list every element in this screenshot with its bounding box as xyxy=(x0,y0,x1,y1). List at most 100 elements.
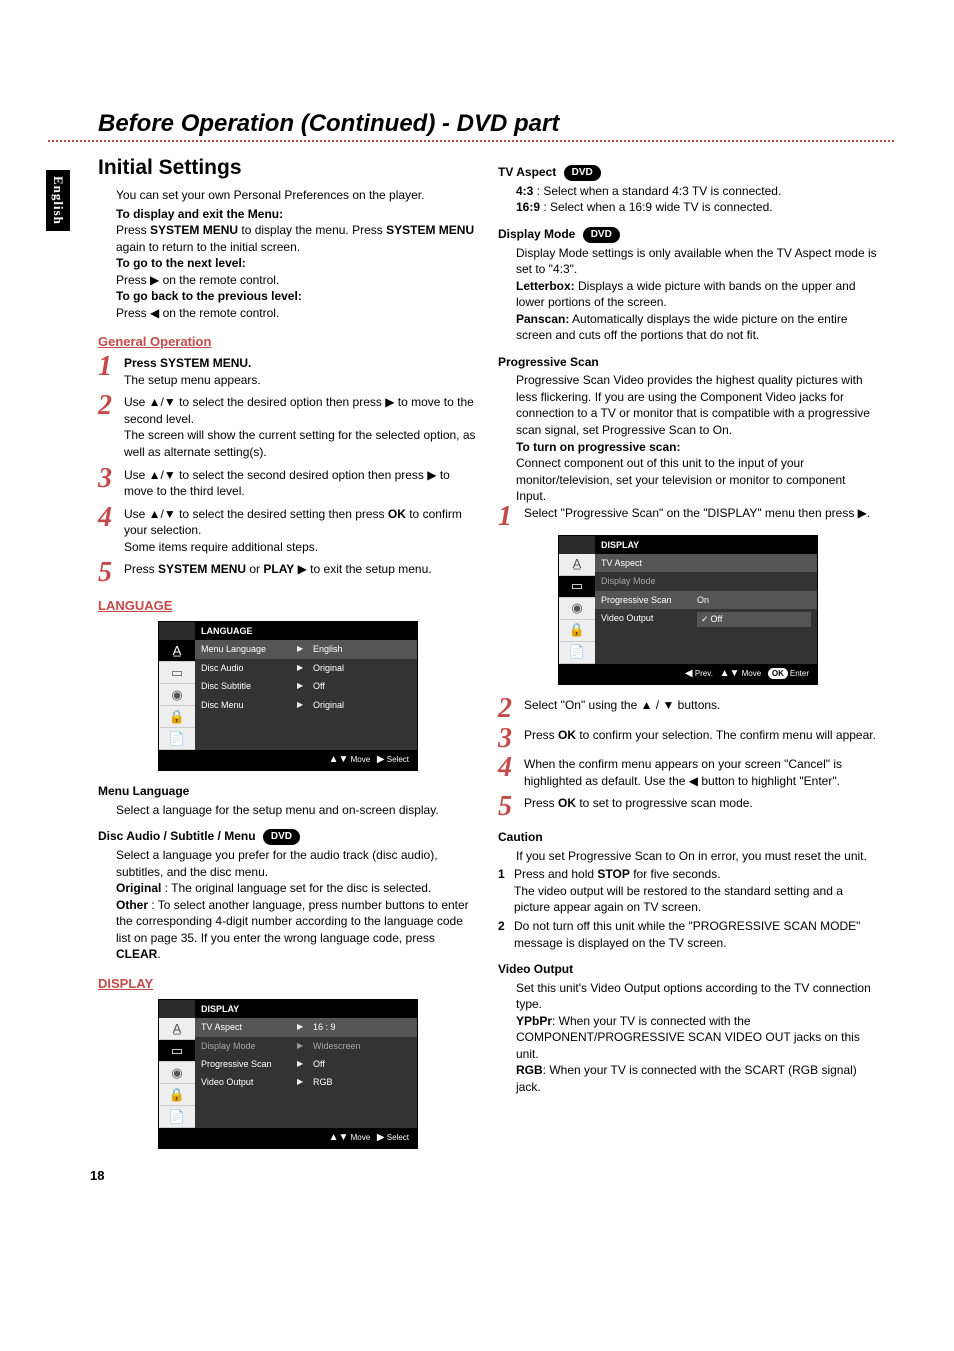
video-output-heading: Video Output xyxy=(498,961,878,978)
step-number-icon: 5 xyxy=(98,561,118,585)
menu-rows: Menu Language▶English Disc Audio▶Origina… xyxy=(195,640,417,750)
caution-heading: Caution xyxy=(498,829,878,846)
language-heading: LANGUAGE xyxy=(98,597,478,615)
step-3: 3 Use ▲/▼ to select the second desired o… xyxy=(98,467,478,500)
other-category-icon: 📄 xyxy=(159,728,195,750)
dvd-badge-icon: DVD xyxy=(263,829,300,845)
step2a: Use ▲/▼ to select the desired option the… xyxy=(124,395,474,426)
step-number-icon: 4 xyxy=(498,756,518,789)
step-number-icon: 1 xyxy=(98,355,118,388)
intro-text: You can set your own Personal Preference… xyxy=(116,187,478,204)
video-output-intro: Set this unit's Video Output options acc… xyxy=(516,980,878,1013)
display-exit-line: Press SYSTEM MENU to display the menu. P… xyxy=(116,222,478,255)
language-menu-screenshot: LANGUAGE A̲ ▭ ◉ 🔒 📄 Menu Language▶Englis… xyxy=(158,621,418,771)
step-number-icon: 1 xyxy=(498,505,518,529)
step-number-icon: 3 xyxy=(98,467,118,500)
pstep-5: 5 Press OK to set to progressive scan mo… xyxy=(498,795,878,819)
tv-aspect-heading: TV Aspect DVD xyxy=(498,164,878,181)
language-category-icon: A̲ xyxy=(159,640,195,662)
dotted-rule xyxy=(48,140,894,142)
lock-category-icon: 🔒 xyxy=(559,620,595,642)
dvd-badge-icon: DVD xyxy=(583,227,620,243)
page-title: Before Operation (Continued) - DVD part xyxy=(48,110,894,138)
display-category-icon: ▭ xyxy=(159,662,195,684)
letterbox-line: Letterbox: Displays a wide picture with … xyxy=(516,278,878,311)
menu-category-icons: A̲ ▭ ◉ 🔒 📄 xyxy=(559,554,595,664)
menu-category-icons: A̲ ▭ ◉ 🔒 📄 xyxy=(159,1018,195,1128)
display-mode-body: Display Mode settings is only available … xyxy=(516,245,878,278)
step-number-icon: 3 xyxy=(498,727,518,751)
menu-footer: ▲▼ Move ▶ Select xyxy=(159,1128,417,1148)
menu-footer: ◀ Prev. ▲▼ Move OKEnter xyxy=(559,664,817,684)
language-category-icon: A̲ xyxy=(159,1018,195,1040)
step-5: 5 Press SYSTEM MENU or PLAY ▶ to exit th… xyxy=(98,561,478,585)
panscan-line: Panscan: Automatically displays the wide… xyxy=(516,311,878,344)
tv-aspect-43: 4:3 : Select when a standard 4:3 TV is c… xyxy=(516,183,878,200)
step-number-icon: 4 xyxy=(98,506,118,556)
turn-on-body: Connect component out of this unit to th… xyxy=(516,455,878,505)
other-category-icon: 📄 xyxy=(159,1106,195,1128)
tv-aspect-169: 16:9 : Select when a 16:9 wide TV is con… xyxy=(516,199,878,216)
initial-settings-heading: Initial Settings xyxy=(98,154,478,183)
progscan-intro: Progressive Scan Video provides the high… xyxy=(516,372,878,438)
menu-footer: ▲▼ Move ▶ Select xyxy=(159,750,417,770)
general-operation-heading: General Operation xyxy=(98,333,478,351)
next-level-head: To go to the next level: xyxy=(116,256,246,270)
other-line: Other : To select another language, pres… xyxy=(116,897,478,963)
step-4: 4 Use ▲/▼ to select the desired setting … xyxy=(98,506,478,556)
initial-intro-block: You can set your own Personal Preference… xyxy=(98,187,478,321)
content-columns: Initial Settings You can set your own Pe… xyxy=(48,154,894,1161)
other-category-icon: 📄 xyxy=(559,642,595,664)
display-category-icon: ▭ xyxy=(559,576,595,598)
dvd-badge-icon: DVD xyxy=(564,165,601,181)
display-category-icon: ▭ xyxy=(159,1040,195,1062)
left-column: Initial Settings You can set your own Pe… xyxy=(98,154,478,1161)
rgb-line: RGB: When your TV is connected with the … xyxy=(516,1062,878,1095)
display-mode-heading: Display Mode DVD xyxy=(498,226,878,243)
step-number-icon: 2 xyxy=(98,394,118,460)
display-heading: DISPLAY xyxy=(98,975,478,993)
menu-title: DISPLAY xyxy=(595,536,817,554)
lock-category-icon: 🔒 xyxy=(159,706,195,728)
step2b: The screen will show the current setting… xyxy=(124,428,476,459)
prev-level-head: To go back to the previous level: xyxy=(116,289,302,303)
display-menu-screenshot: DISPLAY A̲ ▭ ◉ 🔒 📄 TV Aspect▶16 : 9 Disp… xyxy=(158,999,418,1149)
lock-category-icon: 🔒 xyxy=(159,1084,195,1106)
ypbpr-line: YPbPr: When your TV is connected with th… xyxy=(516,1013,878,1063)
language-tab: English xyxy=(46,170,70,231)
menu-language-heading: Menu Language xyxy=(98,783,478,800)
step-number-icon: 5 xyxy=(498,795,518,819)
disc-asm-body: Select a language you prefer for the aud… xyxy=(116,847,478,880)
step1-body: The setup menu appears. xyxy=(124,373,261,387)
progressive-menu-screenshot: DISPLAY A̲ ▭ ◉ 🔒 📄 TV Aspect Display Mod… xyxy=(558,535,818,685)
audio-category-icon: ◉ xyxy=(559,598,595,620)
caution-step-2: 2 Do not turn off this unit while the "P… xyxy=(498,918,878,951)
step-1: 1 Press SYSTEM MENU. The setup menu appe… xyxy=(98,355,478,388)
caution-intro: If you set Progressive Scan to On in err… xyxy=(498,848,878,865)
pstep-3: 3 Press OK to confirm your selection. Th… xyxy=(498,727,878,751)
language-category-icon: A̲ xyxy=(559,554,595,576)
menu-title: DISPLAY xyxy=(195,1000,417,1018)
step1-head: Press SYSTEM MENU. xyxy=(124,356,251,370)
right-column: TV Aspect DVD 4:3 : Select when a standa… xyxy=(498,154,878,1161)
pstep-2: 2 Select "On" using the ▲ / ▼ buttons. xyxy=(498,697,878,721)
caution-step-1: 1 Press and hold STOP for five seconds. … xyxy=(498,866,878,916)
progressive-scan-heading: Progressive Scan xyxy=(498,354,878,371)
original-line: Original : The original language set for… xyxy=(116,880,478,897)
audio-category-icon: ◉ xyxy=(159,684,195,706)
disc-asm-heading: Disc Audio / Subtitle / Menu DVD xyxy=(98,828,478,845)
next-level-body: Press ▶ on the remote control. xyxy=(116,272,478,289)
step-2: 2 Use ▲/▼ to select the desired option t… xyxy=(98,394,478,460)
turn-on-head: To turn on progressive scan: xyxy=(516,440,680,454)
prev-level-body: Press ◀ on the remote control. xyxy=(116,305,478,322)
pstep-4: 4 When the confirm menu appears on your … xyxy=(498,756,878,789)
page-number: 18 xyxy=(90,1168,104,1183)
audio-category-icon: ◉ xyxy=(159,1062,195,1084)
menu-title: LANGUAGE xyxy=(195,622,417,640)
step-number-icon: 2 xyxy=(498,697,518,721)
step3-body: Use ▲/▼ to select the second desired opt… xyxy=(124,467,478,500)
display-exit-head: To display and exit the Menu: xyxy=(116,207,283,221)
menu-category-icons: A̲ ▭ ◉ 🔒 📄 xyxy=(159,640,195,750)
pstep-1: 1 Select "Progressive Scan" on the "DISP… xyxy=(498,505,878,529)
menu-language-body: Select a language for the setup menu and… xyxy=(98,802,478,819)
